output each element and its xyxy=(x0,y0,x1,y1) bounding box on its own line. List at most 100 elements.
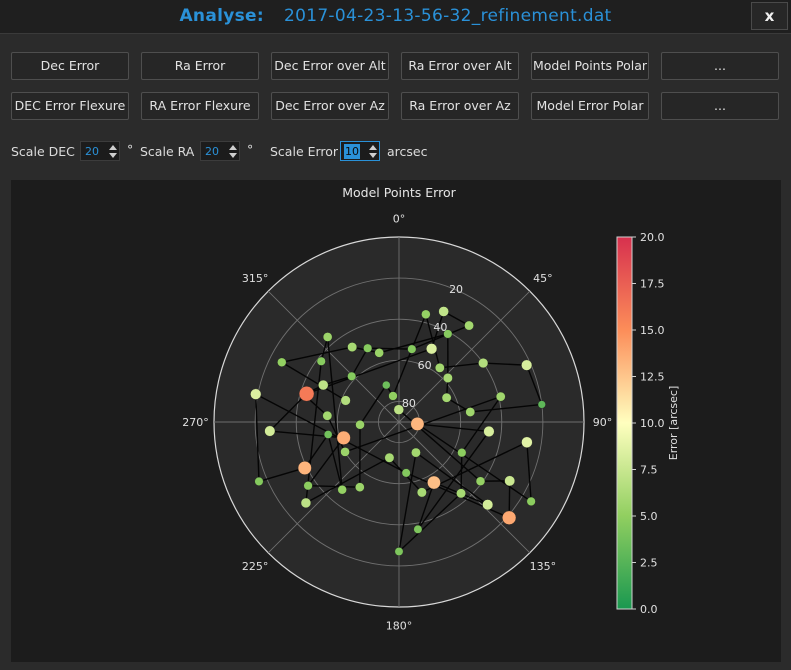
path-segment xyxy=(359,384,387,426)
spin-down-icon[interactable] xyxy=(109,153,117,158)
path-segment xyxy=(367,347,412,350)
angle-tick-label: 0° xyxy=(393,213,406,226)
data-point xyxy=(388,391,398,401)
data-point xyxy=(411,447,421,458)
path-segment xyxy=(415,451,489,506)
ra-error-flexure-button[interactable]: RA Error Flexure xyxy=(141,92,259,120)
path-segment xyxy=(327,434,343,490)
ra-error-over-az-button[interactable]: Ra Error over Az xyxy=(401,92,519,120)
data-point xyxy=(316,356,326,366)
more-button-2[interactable]: ... xyxy=(661,92,779,120)
more-button-1[interactable]: ... xyxy=(661,52,779,80)
angle-tick-label: 315° xyxy=(242,272,269,285)
radial-tick-label: 60 xyxy=(418,359,432,372)
scale-dec-arrows[interactable] xyxy=(107,142,119,160)
colorbar-tick-label: 5.0 xyxy=(640,510,658,523)
path-segment xyxy=(269,393,308,432)
colorbar-tick-label: 10.0 xyxy=(640,417,665,430)
path-segment xyxy=(326,336,343,490)
angle-tick-label: 270° xyxy=(182,416,209,429)
data-point xyxy=(300,497,312,509)
ra-error-over-alt-button[interactable]: Ra Error over Alt xyxy=(401,52,519,80)
data-point xyxy=(438,306,449,317)
spin-down-icon[interactable] xyxy=(369,153,377,158)
data-point xyxy=(537,400,546,409)
colorbar-tick-label: 20.0 xyxy=(640,231,665,244)
close-button[interactable]: x xyxy=(751,2,788,30)
scale-error-spinbox[interactable]: 10 xyxy=(340,141,380,161)
colorbar-label: Error [arcsec] xyxy=(667,386,680,461)
spin-up-icon[interactable] xyxy=(229,145,237,150)
path-segment xyxy=(308,484,360,488)
data-point xyxy=(297,461,312,475)
data-point xyxy=(277,357,287,367)
spin-up-icon[interactable] xyxy=(369,145,377,150)
data-point xyxy=(457,448,467,458)
path-segment xyxy=(439,362,484,369)
title-bar: Analyse: 2017-04-23-13-56-32_refinement.d… xyxy=(0,0,791,34)
data-point xyxy=(340,395,351,406)
data-point xyxy=(382,380,391,390)
title-label: Analyse: xyxy=(179,6,264,26)
colorbar-tick-label: 15.0 xyxy=(640,324,665,337)
path-segment xyxy=(398,452,417,552)
spin-down-icon[interactable] xyxy=(229,153,237,158)
model-error-polar-button[interactable]: Model Error Polar xyxy=(531,92,649,120)
data-point xyxy=(441,392,452,403)
data-point xyxy=(336,430,351,445)
data-point xyxy=(426,343,438,355)
radial-tick-label: 80 xyxy=(402,397,416,410)
scale-ra-arrows[interactable] xyxy=(227,142,239,160)
ra-error-button[interactable]: Ra Error xyxy=(141,52,259,80)
path-segment xyxy=(378,333,449,354)
path-segment xyxy=(258,467,305,483)
scale-error-value: 10 xyxy=(344,144,360,159)
angle-tick-label: 180° xyxy=(386,620,413,633)
scale-error-unit: arcsec xyxy=(387,144,428,159)
data-point xyxy=(475,476,486,486)
data-point xyxy=(355,482,365,492)
angle-tick-label: 225° xyxy=(242,560,269,573)
data-point xyxy=(464,320,474,331)
colorbar-tick-label: 7.5 xyxy=(640,464,658,477)
path-segment xyxy=(461,396,502,454)
radial-tick-label: 40 xyxy=(433,321,447,334)
radial-tick-label: 20 xyxy=(449,283,463,296)
data-point xyxy=(413,524,423,534)
path-segment xyxy=(326,415,346,453)
data-point xyxy=(410,417,425,431)
path-segment xyxy=(460,452,463,494)
path-segment xyxy=(392,314,427,397)
dec-error-over-az-button[interactable]: Dec Error over Az xyxy=(271,92,389,120)
path-segment xyxy=(470,403,542,413)
colorbar-tick-label: 2.5 xyxy=(640,557,658,570)
data-point xyxy=(363,343,373,353)
spin-up-icon[interactable] xyxy=(109,145,117,150)
scale-error-arrows[interactable] xyxy=(367,142,379,160)
data-point xyxy=(303,481,313,491)
dec-error-flexure-button[interactable]: DEC Error Flexure xyxy=(11,92,129,120)
data-point xyxy=(465,407,476,417)
data-point xyxy=(483,425,495,437)
dec-error-over-alt-button[interactable]: Dec Error over Alt xyxy=(271,52,389,80)
angular-grid-line xyxy=(398,290,531,423)
dec-error-button[interactable]: Dec Error xyxy=(11,52,129,80)
data-point xyxy=(482,499,494,511)
data-point xyxy=(427,475,441,490)
data-point xyxy=(421,309,431,319)
model-points-polar-button[interactable]: Model Points Polar xyxy=(531,52,649,80)
data-point xyxy=(393,404,404,415)
data-point xyxy=(318,379,329,391)
data-point xyxy=(394,547,404,556)
data-point xyxy=(504,475,516,487)
path-segment xyxy=(417,482,435,530)
data-point xyxy=(337,485,347,495)
scale-dec-label: Scale DEC xyxy=(11,144,75,159)
path-segment xyxy=(398,492,462,553)
data-point xyxy=(250,388,262,400)
data-point xyxy=(347,342,358,352)
data-point xyxy=(347,371,357,381)
scale-dec-spinbox[interactable]: 20 xyxy=(80,141,120,161)
path-segment xyxy=(351,347,369,377)
scale-ra-spinbox[interactable]: 20 xyxy=(200,141,240,161)
